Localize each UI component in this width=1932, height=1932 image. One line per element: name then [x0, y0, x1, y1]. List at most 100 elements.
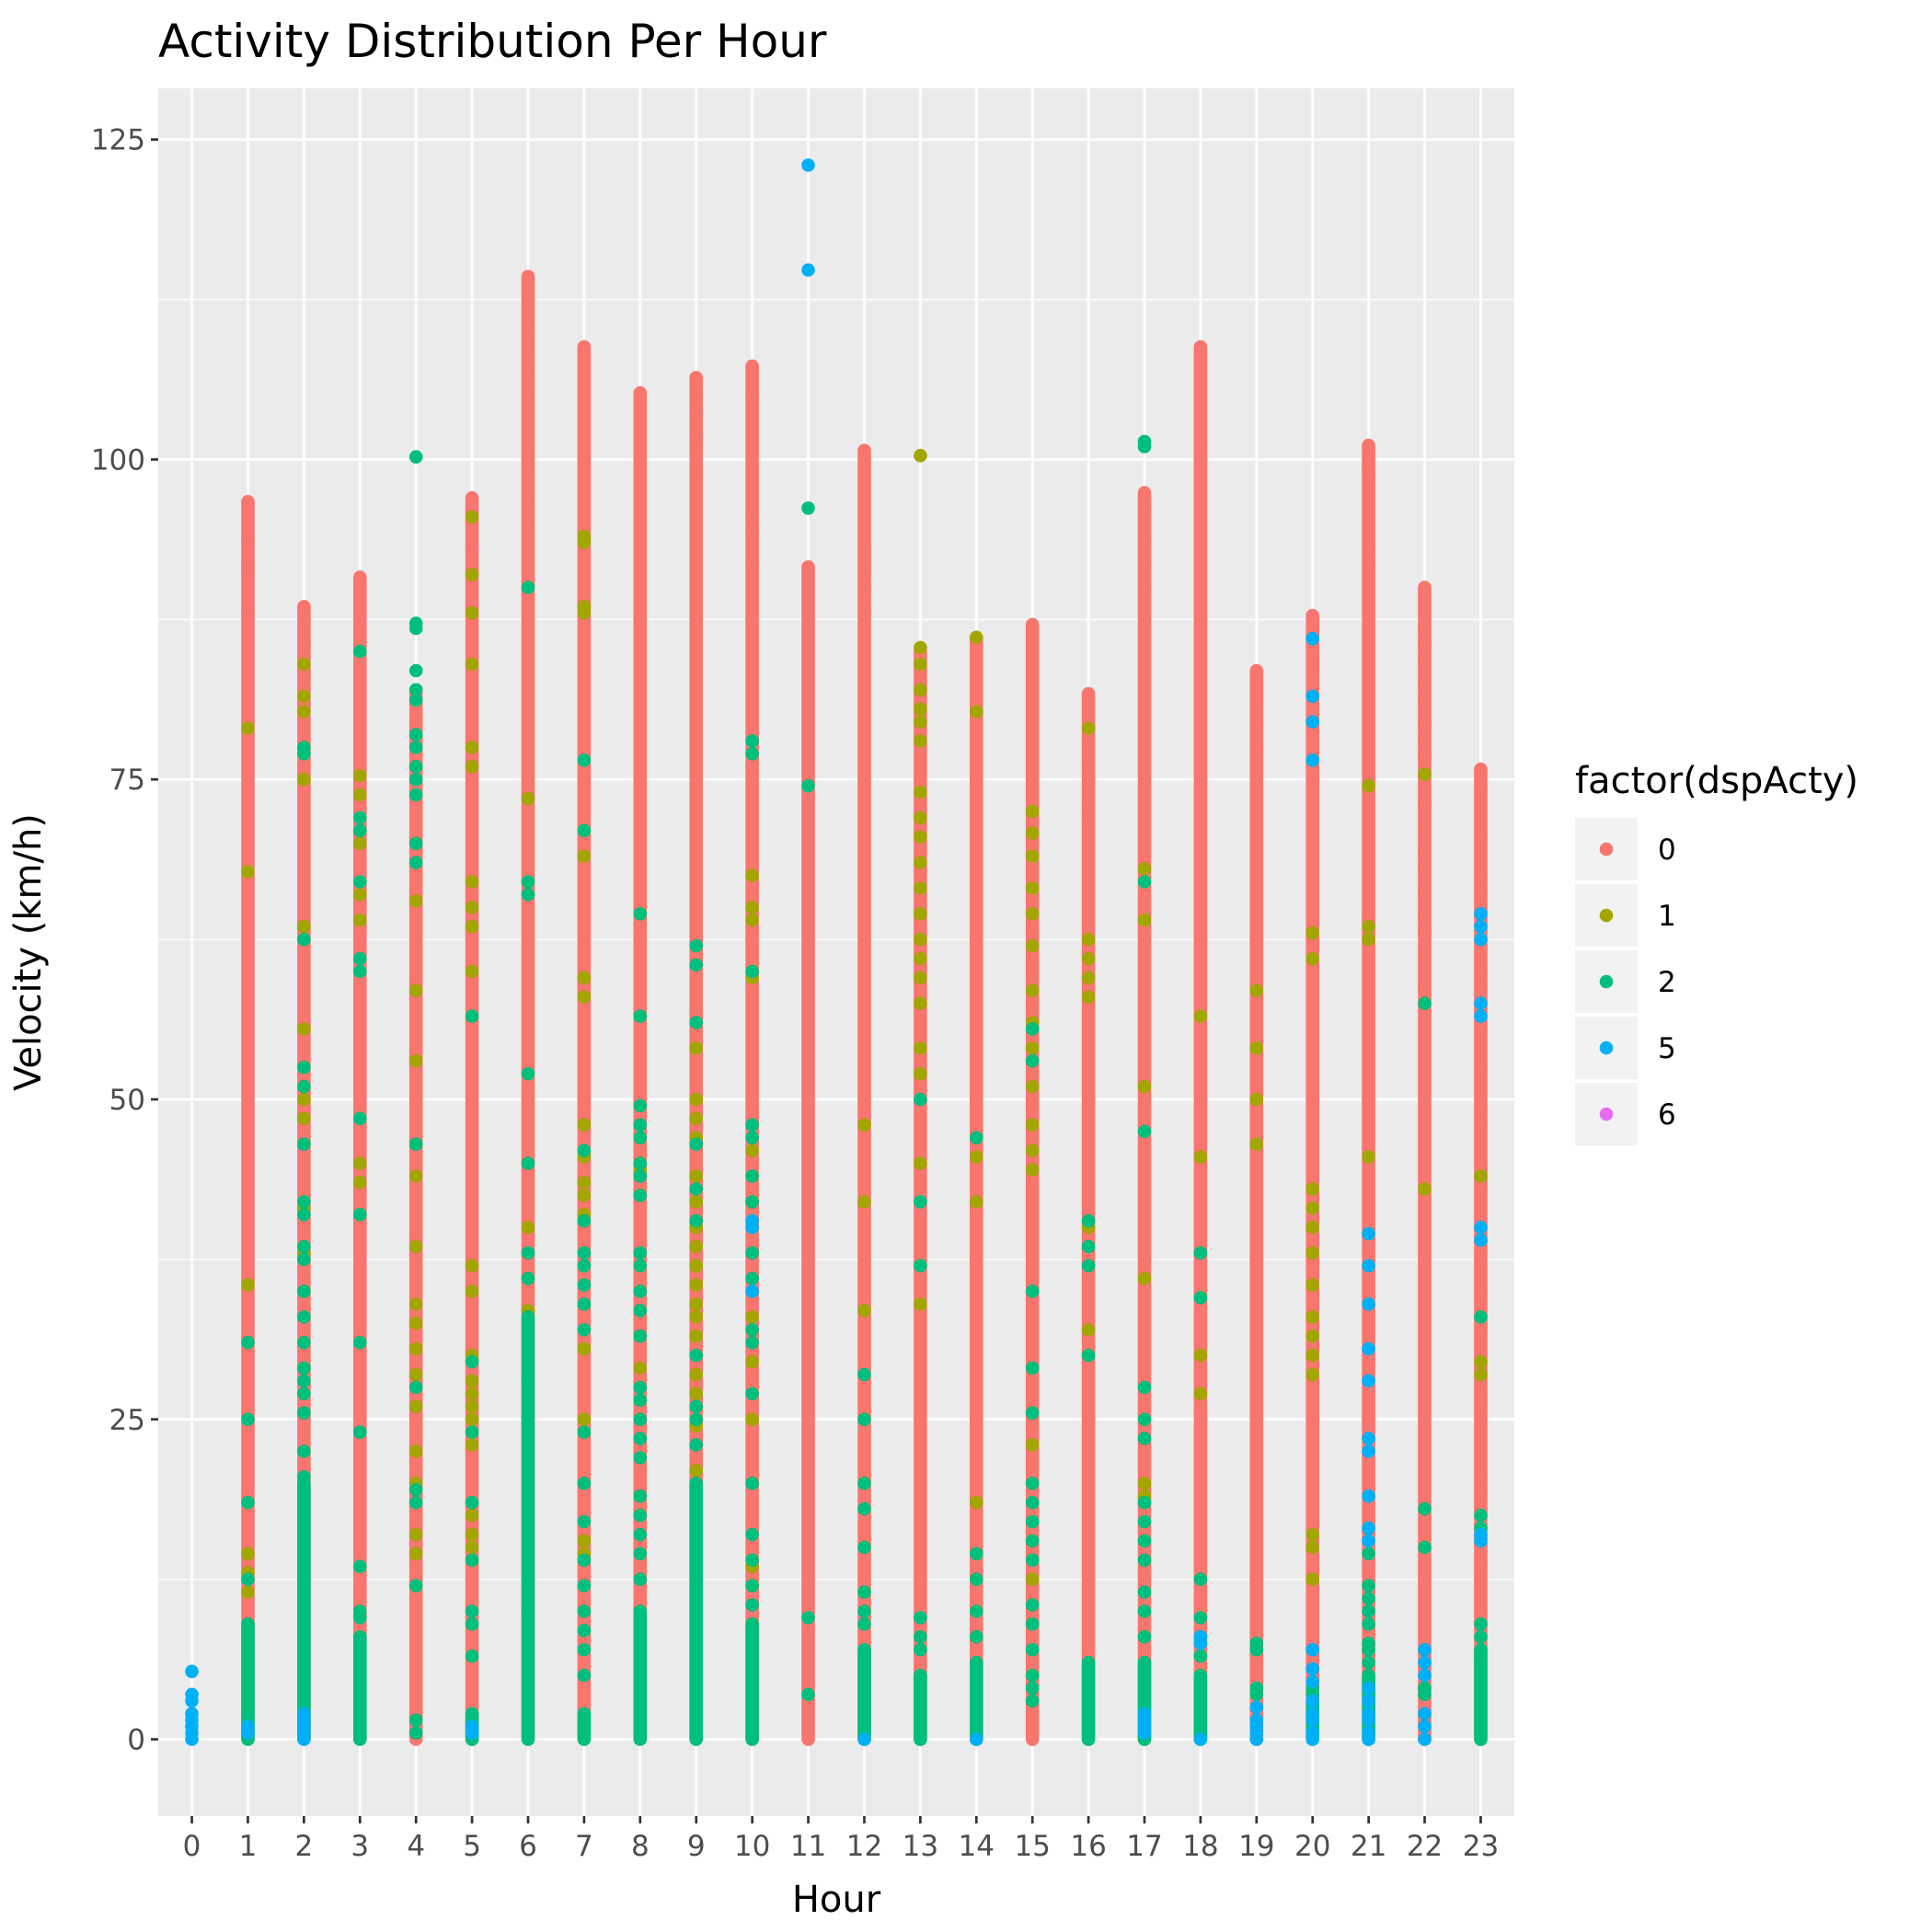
series-1-point: [1025, 938, 1040, 953]
series-0-point: [1025, 657, 1040, 672]
x-tick-label: 14: [959, 1830, 995, 1863]
series-0-point: [970, 951, 983, 966]
series-2-point: [577, 1514, 592, 1529]
series-5-point: [1474, 1220, 1488, 1235]
series-0-point: [970, 785, 983, 799]
series-0-point: [1474, 1483, 1488, 1497]
series-0-point: [633, 446, 648, 460]
series-1-point: [745, 901, 759, 914]
series-2-point: [1025, 1477, 1040, 1490]
series-0-point: [857, 561, 871, 575]
series-2-point: [1137, 1432, 1152, 1445]
series-2-point: [297, 1310, 311, 1324]
series-1-point: [408, 1399, 423, 1414]
series-1-point: [1305, 1278, 1319, 1292]
series-0-point: [577, 396, 592, 410]
series-2-point: [633, 1572, 648, 1586]
series-1-point: [914, 448, 927, 463]
series-2-dense: [689, 1477, 703, 1746]
series-2-point: [1025, 1284, 1040, 1298]
series-5-point: [1418, 1719, 1432, 1733]
series-0-column: [1193, 339, 1208, 1746]
series-0-point: [970, 917, 983, 931]
series-0-column: [297, 600, 311, 1746]
series-2-dense: [1474, 1642, 1488, 1746]
series-2-point: [1025, 1495, 1040, 1510]
series-1-point: [465, 657, 479, 672]
x-tick-label: 3: [351, 1830, 369, 1863]
series-1-point: [577, 849, 592, 863]
series-2-point: [353, 1336, 367, 1350]
series-5-point: [185, 1664, 199, 1679]
series-0-point: [633, 466, 648, 479]
series-2-point: [745, 964, 759, 979]
series-2-point: [633, 1432, 648, 1445]
series-2-point: [297, 1137, 311, 1151]
series-2-point: [857, 1477, 871, 1490]
y-tick-label: 125: [91, 124, 145, 157]
series-1-point: [465, 875, 479, 889]
series-2-point: [633, 1508, 648, 1523]
series-0-point: [1025, 638, 1040, 652]
series-5-point: [1249, 1700, 1264, 1715]
series-2-point: [353, 1207, 367, 1222]
series-0-point: [1193, 523, 1208, 537]
series-2-dense: [297, 1477, 311, 1746]
series-1-point: [1249, 1041, 1264, 1055]
series-0-point: [857, 581, 871, 594]
series-2-point: [353, 644, 367, 659]
series-0-point: [1418, 620, 1432, 634]
series-5-point: [1362, 1489, 1375, 1503]
x-tick-label: 6: [519, 1830, 537, 1863]
series-0-point: [1418, 843, 1432, 857]
series-1-point: [577, 1534, 592, 1548]
series-1-point: [1305, 1540, 1319, 1555]
series-0-point: [1474, 808, 1488, 822]
series-2-point: [745, 1323, 759, 1337]
series-1-point: [353, 913, 367, 927]
series-1-point: [1025, 1438, 1040, 1452]
series-2-point: [297, 1386, 311, 1401]
series-2-point: [1137, 1604, 1152, 1618]
series-0-point: [1418, 862, 1432, 876]
series-2-point: [745, 1195, 759, 1209]
series-0-point: [689, 446, 703, 460]
series-1-point: [914, 932, 927, 947]
series-2-point: [633, 1547, 648, 1561]
series-1-point: [689, 1041, 703, 1055]
x-axis-label: Hour: [792, 1879, 881, 1921]
series-1-point: [1362, 919, 1375, 934]
series-5-point: [1362, 1259, 1375, 1273]
series-0-point: [465, 542, 479, 557]
series-0-column: [577, 339, 592, 1746]
series-2-point: [970, 1572, 983, 1586]
series-2-point: [1081, 1213, 1096, 1228]
series-1-point: [353, 888, 367, 902]
series-2-dense: [633, 1604, 648, 1746]
series-0-point: [1418, 734, 1432, 748]
series-2-point: [1137, 1495, 1152, 1510]
series-1-point: [914, 830, 927, 845]
series-2-point: [577, 1278, 592, 1292]
legend-title: factor(dspActy): [1575, 760, 1858, 802]
series-1-point: [1137, 1271, 1152, 1285]
series-1-point: [408, 1341, 423, 1356]
series-2-point: [1025, 1553, 1040, 1568]
series-0-point: [1474, 830, 1488, 845]
series-1-point: [1137, 1079, 1152, 1094]
x-tick-label: 2: [294, 1830, 313, 1863]
series-5-point: [1474, 907, 1488, 921]
series-0-point: [970, 840, 983, 855]
series-2-point: [857, 1540, 871, 1555]
series-1-point: [1305, 951, 1319, 966]
series-5-point: [1305, 689, 1319, 704]
series-0-point: [1474, 1572, 1488, 1586]
series-1-point: [914, 657, 927, 672]
series-2-point: [1362, 1547, 1375, 1561]
series-0-point: [521, 318, 535, 332]
y-tick-label: 25: [109, 1404, 145, 1437]
series-2-point: [857, 1585, 871, 1599]
series-1-point: [408, 1317, 423, 1330]
series-1-point: [1362, 778, 1375, 793]
series-1-point: [1305, 1246, 1319, 1260]
